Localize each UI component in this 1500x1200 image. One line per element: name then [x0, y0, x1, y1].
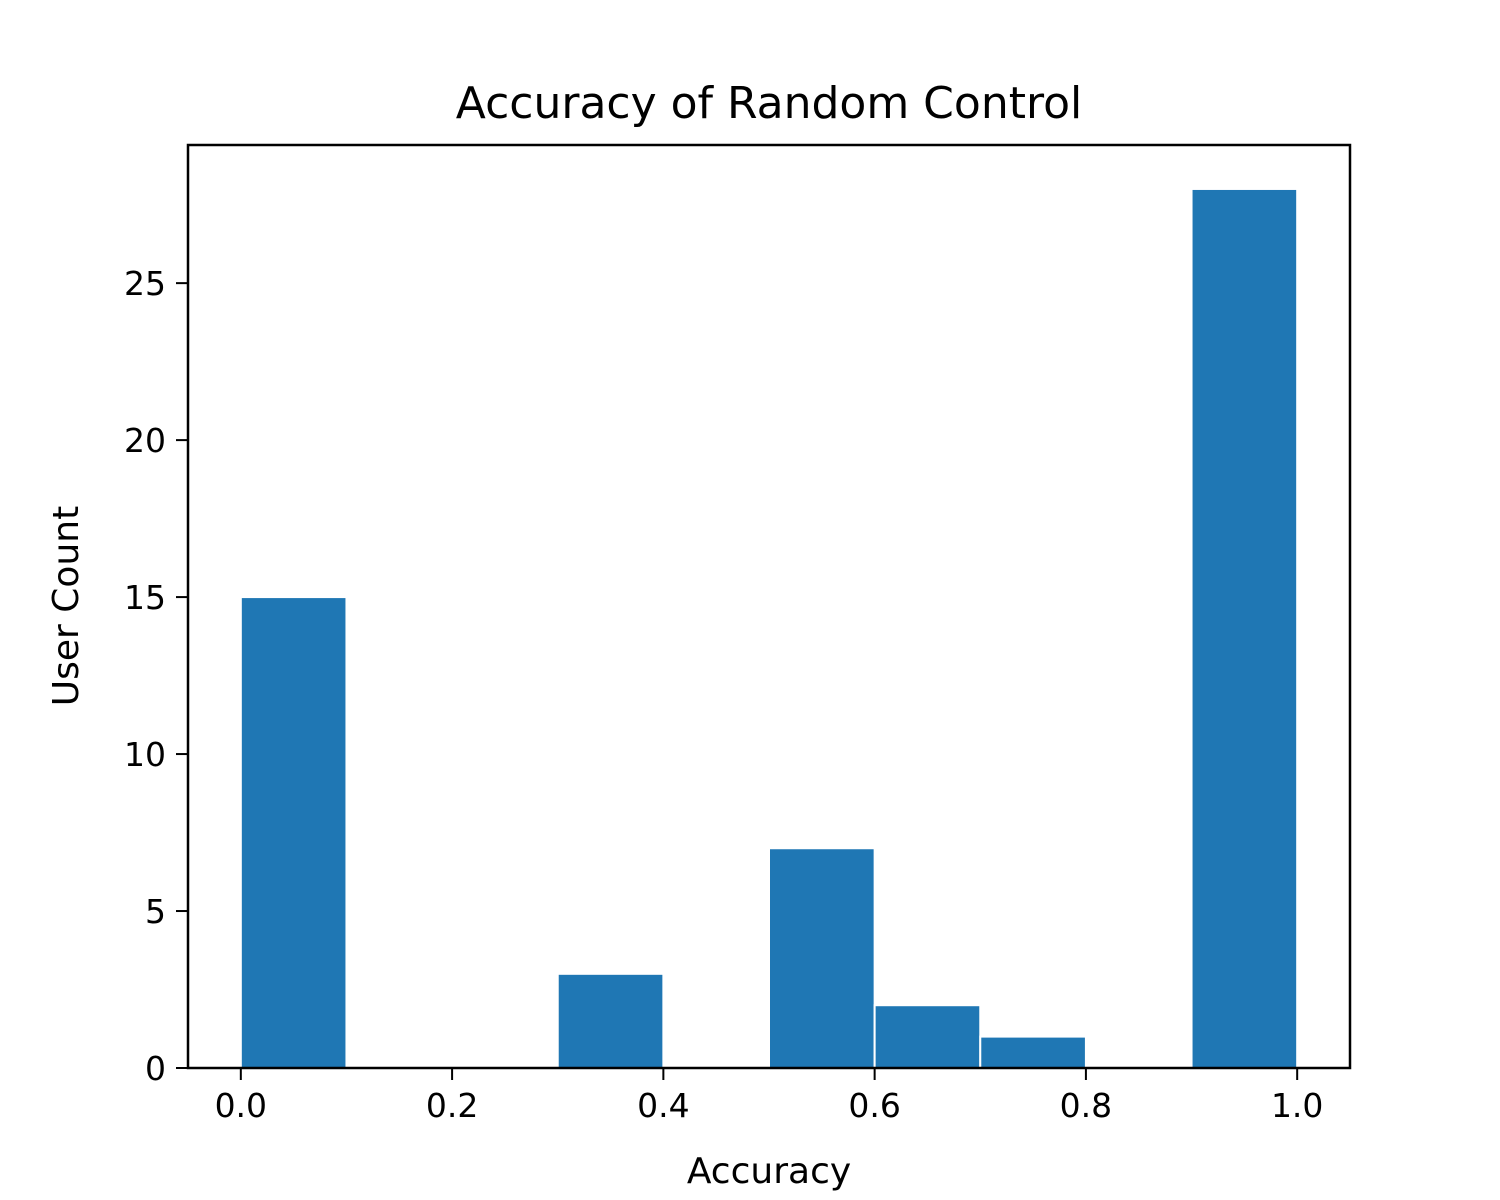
- histogram-bar-3: [556, 972, 665, 1070]
- x-axis-ticks: 0.0 0.2 0.4 0.6 0.8 1.0: [215, 1068, 1323, 1125]
- x-axis-label: Accuracy: [687, 1151, 851, 1192]
- histogram-bar-9: [1190, 187, 1299, 1069]
- y-axis-label: User Count: [46, 506, 87, 706]
- y-tick-label: 25: [124, 264, 166, 303]
- y-tick-label: 15: [124, 578, 166, 617]
- y-tick-label: 5: [145, 892, 166, 931]
- y-tick-label: 0: [145, 1049, 166, 1088]
- chart-title: Accuracy of Random Control: [456, 78, 1082, 129]
- histogram-bar-6: [873, 1004, 982, 1069]
- histogram-bar-7: [979, 1035, 1087, 1070]
- histogram-bar-0: [239, 596, 348, 1069]
- x-tick-label: 0.4: [637, 1086, 689, 1125]
- y-tick-label: 20: [124, 421, 166, 460]
- x-tick-label: 1.0: [1271, 1086, 1323, 1125]
- plot-frame: [186, 143, 1352, 1070]
- bars-group: [239, 187, 1299, 1070]
- x-tick-label: 0.2: [426, 1086, 478, 1125]
- x-tick-label: 0.6: [848, 1086, 900, 1125]
- y-axis-ticks: 0 5 10 15 20 25: [124, 264, 188, 1088]
- y-tick-label: 10: [124, 735, 166, 774]
- x-tick-label: 0.8: [1060, 1086, 1112, 1125]
- histogram-bar-5: [768, 847, 876, 1069]
- x-tick-label: 0.0: [215, 1086, 267, 1125]
